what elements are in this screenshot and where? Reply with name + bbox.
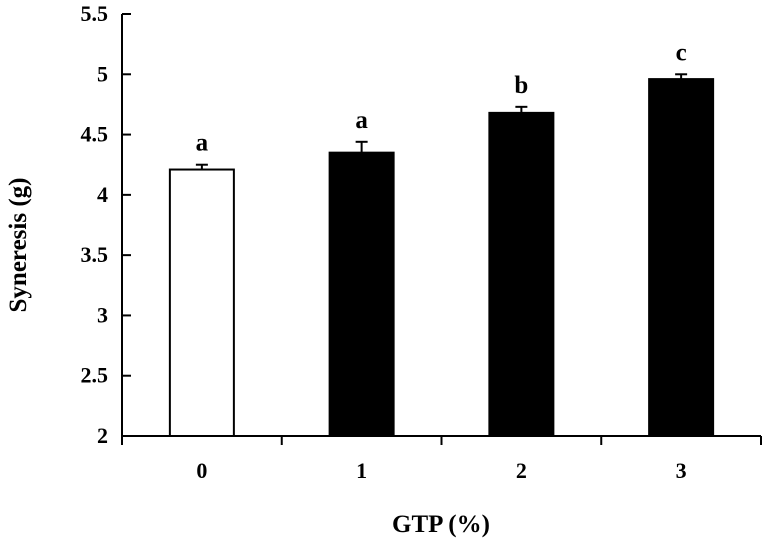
significance-label: b [514, 72, 528, 99]
plot-area: 2 2.5 3 3.5 4 4.5 5 5.5 a 0 a 1 b 2 c 3 [81, 1, 762, 483]
x-tick-label: 2 [516, 458, 527, 483]
y-axis-title: Syneresis (g) [5, 178, 32, 313]
y-tick-label: 3.5 [81, 242, 109, 267]
y-tick-label: 5 [97, 61, 108, 86]
x-tick-label: 1 [356, 458, 367, 483]
y-tick-label: 5.5 [81, 1, 109, 26]
y-tick-label: 3 [97, 302, 108, 327]
bar-3 [648, 78, 715, 437]
bar-2 [488, 111, 555, 438]
significance-label: a [196, 130, 209, 157]
y-tick-label: 4 [97, 182, 108, 207]
bar-1 [328, 151, 395, 438]
significance-label: a [355, 107, 368, 134]
significance-label: c [676, 39, 687, 66]
x-axis-title: GTP (%) [392, 511, 490, 538]
x-tick-label: 3 [676, 458, 687, 483]
x-tick-label: 0 [196, 458, 207, 483]
y-tick-label: 2 [97, 423, 108, 448]
y-tick-label: 4.5 [81, 122, 109, 147]
bar-0 [168, 168, 235, 437]
y-tick-label: 2.5 [81, 363, 109, 388]
